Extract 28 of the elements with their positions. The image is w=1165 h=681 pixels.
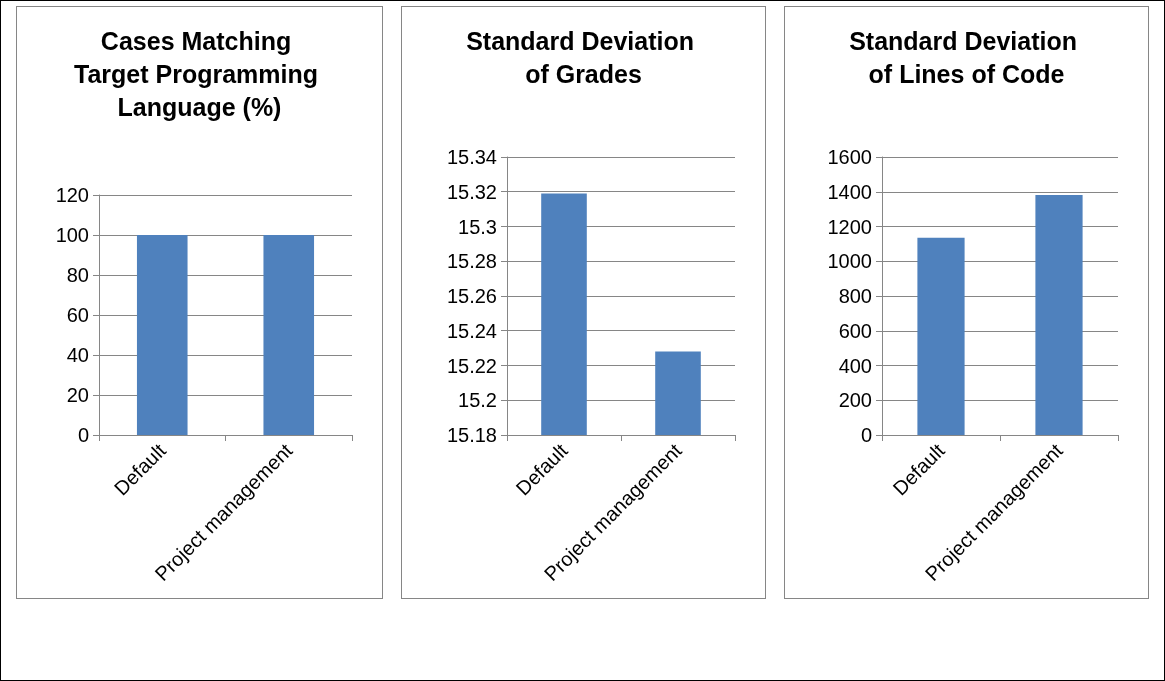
chart-title: Standard Deviation of Lines of Code [849,26,1084,88]
y-tick-label: 600 [838,319,872,342]
y-tick-label: 800 [838,285,872,307]
y-tick-label: 1400 [827,180,872,203]
y-tick-label: 20 [66,384,89,406]
y-tick-label: 15.32 [446,180,497,203]
y-tick-label: 1000 [827,250,872,273]
y-tick-label: 15.3 [458,215,497,238]
y-tick-label: 60 [66,304,89,326]
y-tick-label: 15.28 [446,250,497,273]
y-tick-label: 100 [55,224,89,246]
y-tick-label: 0 [860,424,872,446]
y-tick-label: 15.24 [446,319,497,342]
y-tick-label: 0 [77,424,89,446]
y-tick-label: 200 [838,389,872,412]
y-tick-label: 15.18 [446,424,497,446]
chart-title: Cases Matching Target Programming Language (%) [74,26,325,121]
y-tick-label: 40 [66,344,89,366]
y-tick-label: 1200 [827,215,872,238]
y-tick-label: 15.2 [458,389,497,412]
y-tick-label: 15.26 [446,285,497,307]
y-tick-label: 15.22 [446,354,497,377]
y-tick-label: 15.34 [446,146,497,168]
y-tick-label: 80 [66,264,89,286]
y-tick-label: 1600 [827,146,872,168]
chart-title: Standard Deviation of Grades [466,26,701,88]
y-tick-label: 400 [838,354,872,377]
y-tick-label: 120 [55,184,89,206]
